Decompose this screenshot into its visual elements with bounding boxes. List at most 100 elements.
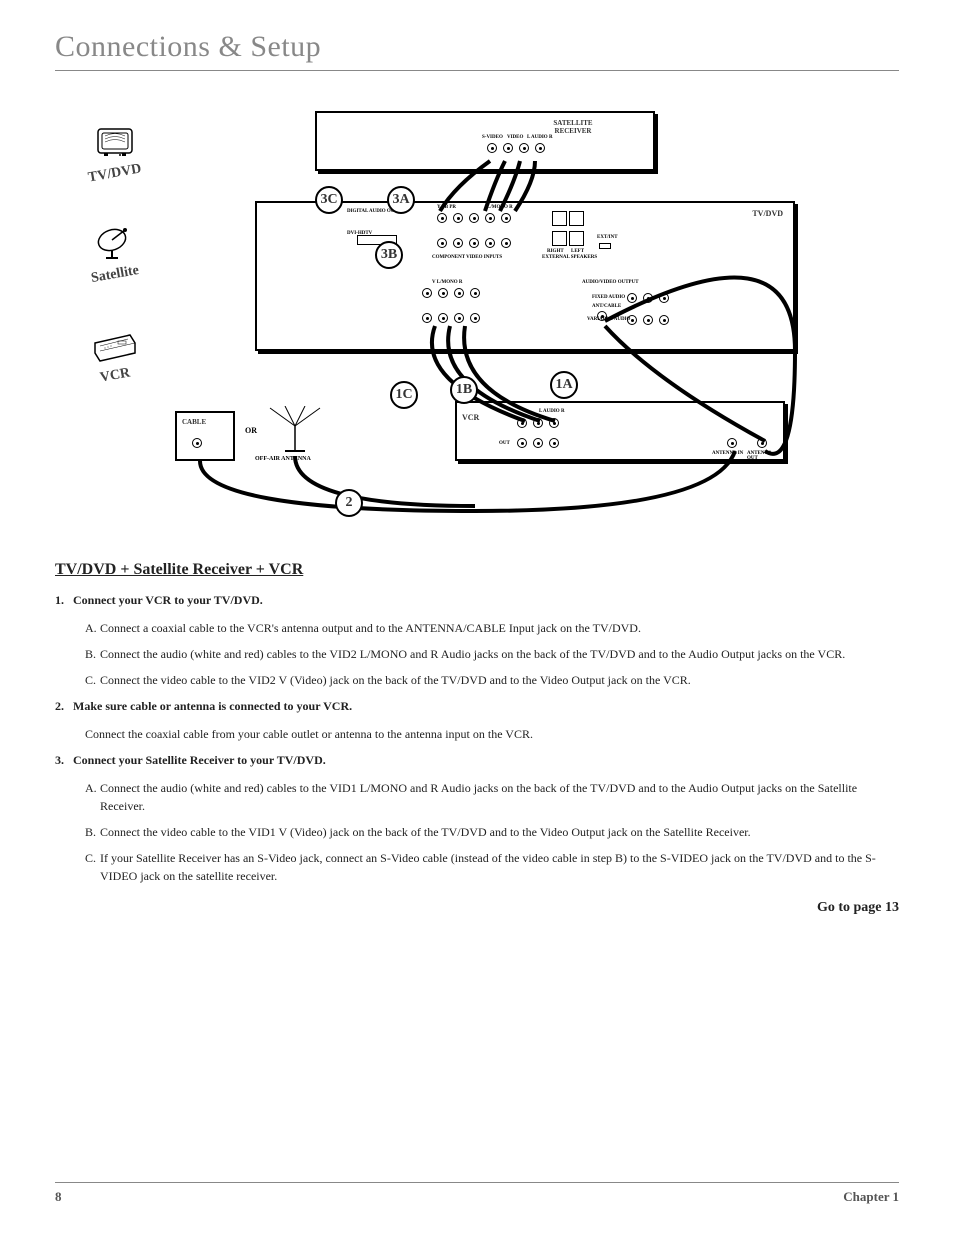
- jack: [470, 288, 480, 298]
- jack: [470, 313, 480, 323]
- step-title: Connect your VCR to your TV/DVD.: [73, 593, 263, 607]
- jack: [485, 213, 495, 223]
- satellite-icon: [90, 222, 140, 262]
- step-title: Connect your Satellite Receiver to your …: [73, 753, 326, 767]
- substep-1a: A.Connect a coaxial cable to the VCR's a…: [55, 619, 899, 637]
- substep-3a: A.Connect the audio (white and red) cabl…: [55, 779, 899, 815]
- jack: [549, 438, 559, 448]
- label-offair: OFF-AIR ANTENNA: [255, 456, 311, 462]
- antenna-icon: [260, 406, 330, 456]
- equip-label-vcr: VCR: [99, 365, 132, 386]
- substep-3c: C.If your Satellite Receiver has an S-Vi…: [55, 849, 899, 885]
- substep-text: Connect the video cable to the VID1 V (V…: [100, 825, 751, 839]
- substep-text: Connect the video cable to the VID2 V (V…: [100, 673, 691, 687]
- tvdvd-box-label: TV/DVD: [752, 209, 783, 218]
- step-1: 1. Connect your VCR to your TV/DVD.: [55, 591, 899, 609]
- jack: [453, 213, 463, 223]
- diagram-area: TV/DVD Satellite VCR: [55, 111, 899, 531]
- jack: [454, 288, 464, 298]
- jack: [659, 293, 669, 303]
- label-ant-in: ANTENNA IN: [712, 451, 743, 456]
- jack: [535, 143, 545, 153]
- substep-1c: C.Connect the video cable to the VID2 V …: [55, 671, 899, 689]
- label-lmono1: L/MONO R: [487, 205, 513, 210]
- label-extint: EXT/INT: [597, 235, 618, 240]
- callout-1c: 1C: [390, 381, 418, 409]
- jack: [597, 311, 607, 321]
- jack: [627, 293, 637, 303]
- equip-label-tv: TV/DVD: [87, 161, 143, 186]
- jack: [437, 213, 447, 223]
- section-title: TV/DVD + Satellite Receiver + VCR: [55, 561, 899, 579]
- equip-vcr: VCR: [55, 323, 175, 384]
- jack: [517, 418, 527, 428]
- jack: [192, 438, 202, 448]
- jack: [469, 213, 479, 223]
- jack: [469, 238, 479, 248]
- jack: [501, 213, 511, 223]
- sat-box-label: SATELLITE RECEIVER: [543, 119, 603, 135]
- jack: [454, 313, 464, 323]
- step-2: 2. Make sure cable or antenna is connect…: [55, 697, 899, 715]
- label-v-lmono: V L/MONO R: [432, 280, 462, 285]
- label-extspk-l: LEFT: [571, 249, 584, 254]
- substep-text: Connect the audio (white and red) cables…: [100, 647, 845, 661]
- label-audio: L AUDIO R: [527, 135, 553, 140]
- label-fixed: FIXED AUDIO: [592, 295, 625, 300]
- jack: [422, 313, 432, 323]
- jack: [422, 288, 432, 298]
- label-antcable: ANT/CABLE: [592, 304, 621, 309]
- label-or: OR: [245, 426, 257, 435]
- jack: [643, 315, 653, 325]
- label-avout: AUDIO/VIDEO OUTPUT: [582, 280, 639, 285]
- goto-page: Go to page 13: [55, 900, 899, 916]
- callout-2: 2: [335, 489, 363, 517]
- callout-1a: 1A: [550, 371, 578, 399]
- chapter-label: Chapter 1: [843, 1189, 899, 1205]
- jack: [438, 288, 448, 298]
- equip-label-sat: Satellite: [90, 263, 140, 287]
- sat-receiver-box: SATELLITE RECEIVER S-VIDEO VIDEO L AUDIO…: [315, 111, 655, 171]
- jack: [487, 143, 497, 153]
- callout-3a: 3A: [387, 186, 415, 214]
- substep-1b: B.Connect the audio (white and red) cabl…: [55, 645, 899, 663]
- jack: [659, 315, 669, 325]
- page-number: 8: [55, 1189, 62, 1205]
- jack: [453, 238, 463, 248]
- label-variable: VARIABLE AUDIO: [587, 317, 630, 322]
- step-title: Make sure cable or antenna is connected …: [73, 699, 352, 713]
- jack: [503, 143, 513, 153]
- jack: [757, 438, 767, 448]
- jack: [438, 313, 448, 323]
- tv-icon: [90, 121, 140, 161]
- wiring-diagram: SATELLITE RECEIVER S-VIDEO VIDEO L AUDIO…: [175, 111, 899, 531]
- step-2-body: Connect the coaxial cable from your cabl…: [55, 725, 899, 743]
- jack: [643, 293, 653, 303]
- cable-label: CABLE: [182, 418, 206, 426]
- jack: [517, 438, 527, 448]
- jack: [533, 418, 543, 428]
- tvdvd-box: TV/DVD DIGITAL AUDIO OUTPUT DVI-HDTV Y P…: [255, 201, 795, 351]
- step-num: 3.: [55, 751, 64, 769]
- vcr-box-label: VCR: [462, 413, 479, 422]
- cable-box: CABLE: [175, 411, 235, 461]
- page-title: Connections & Setup: [55, 30, 899, 71]
- label-extspk: EXTERNAL SPEAKERS: [542, 255, 597, 260]
- label-vcr-audio: L AUDIO R: [539, 409, 565, 414]
- step-num: 1.: [55, 591, 64, 609]
- substep-text: Connect the audio (white and red) cables…: [100, 781, 857, 813]
- step-3: 3. Connect your Satellite Receiver to yo…: [55, 751, 899, 769]
- step-num: 2.: [55, 697, 64, 715]
- callout-1b: 1B: [450, 376, 478, 404]
- jack: [519, 143, 529, 153]
- vcr-icon: [90, 323, 140, 363]
- label-extspk-r: RIGHT: [547, 249, 564, 254]
- label-video: VIDEO: [507, 135, 523, 140]
- page-footer: 8 Chapter 1: [55, 1182, 899, 1205]
- equip-tvdvd: TV/DVD: [55, 121, 175, 182]
- label-component: COMPONENT VIDEO INPUTS: [432, 255, 502, 260]
- label-vcr-out: OUT: [499, 441, 510, 446]
- callout-3b: 3B: [375, 241, 403, 269]
- equipment-column: TV/DVD Satellite VCR: [55, 111, 175, 531]
- label-ant-out: ANTENNA OUT: [747, 451, 783, 461]
